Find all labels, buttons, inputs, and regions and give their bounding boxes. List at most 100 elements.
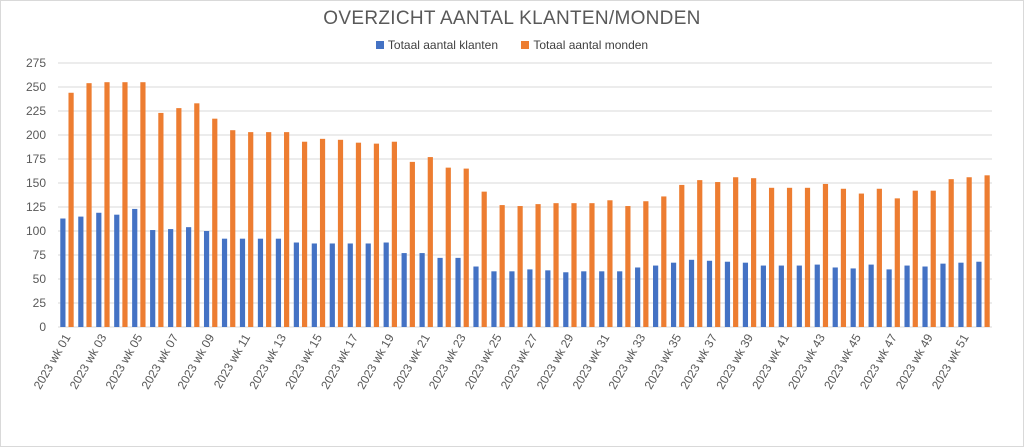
bar-klanten bbox=[868, 264, 874, 327]
bar-klanten bbox=[958, 262, 964, 327]
bar-klanten bbox=[886, 269, 892, 327]
bar-monden bbox=[768, 187, 775, 327]
bar-klanten bbox=[635, 267, 641, 327]
bar-klanten bbox=[311, 243, 317, 327]
bar-klanten bbox=[832, 267, 838, 327]
bar-monden bbox=[140, 82, 146, 327]
bar-monden bbox=[535, 204, 541, 327]
bar-klanten bbox=[491, 271, 497, 327]
bar-klanten bbox=[527, 269, 533, 327]
bar-klanten bbox=[419, 253, 425, 327]
bar-monden bbox=[966, 177, 972, 327]
bar-klanten bbox=[940, 263, 946, 327]
bar-klanten bbox=[904, 265, 910, 327]
bar-monden bbox=[679, 184, 685, 327]
bar-klanten bbox=[850, 268, 856, 327]
bar-klanten bbox=[401, 253, 407, 327]
bar-monden bbox=[266, 132, 272, 327]
bar-klanten bbox=[670, 262, 677, 327]
bar-klanten bbox=[653, 265, 659, 327]
bar-klanten bbox=[186, 227, 192, 327]
bar-klanten bbox=[455, 257, 461, 327]
bar-monden bbox=[804, 187, 811, 327]
bar-monden bbox=[319, 138, 326, 327]
bar-monden bbox=[894, 198, 900, 327]
bar-monden bbox=[697, 180, 703, 327]
bar-monden bbox=[463, 168, 469, 327]
bar-monden bbox=[715, 182, 721, 327]
bar-monden bbox=[751, 178, 757, 327]
y-tick-label: 0 bbox=[39, 320, 46, 334]
bar-monden bbox=[876, 188, 882, 327]
bar-monden bbox=[822, 183, 829, 327]
bar-monden bbox=[212, 118, 218, 328]
bar-klanten bbox=[329, 243, 335, 327]
bar-klanten bbox=[617, 271, 623, 327]
bar-monden bbox=[68, 92, 74, 327]
bar-klanten bbox=[383, 242, 389, 327]
bar-klanten bbox=[563, 272, 569, 327]
bar-klanten bbox=[365, 243, 371, 327]
bar-klanten bbox=[599, 271, 605, 327]
bar-monden bbox=[661, 196, 667, 327]
legend: Totaal aantal klanten Totaal aantal mond… bbox=[0, 38, 1024, 52]
y-tick-label: 250 bbox=[26, 80, 46, 94]
bar-klanten bbox=[78, 216, 84, 327]
y-tick-label: 200 bbox=[26, 128, 46, 142]
bar-monden bbox=[445, 167, 451, 327]
y-tick-label: 75 bbox=[33, 248, 47, 262]
bar-klanten bbox=[239, 238, 246, 327]
bar-klanten bbox=[724, 261, 731, 327]
bar-klanten bbox=[60, 218, 66, 327]
legend-swatch-klanten bbox=[375, 41, 384, 49]
y-tick-label: 150 bbox=[26, 176, 46, 190]
y-tick-label: 225 bbox=[26, 104, 46, 118]
chart-title: OVERZICHT AANTAL KLANTEN/MONDEN bbox=[323, 8, 701, 29]
bar-monden bbox=[284, 132, 290, 327]
bar-monden bbox=[158, 112, 164, 327]
bar-klanten bbox=[545, 270, 551, 327]
bar-monden bbox=[517, 206, 523, 327]
bar-klanten bbox=[114, 214, 120, 327]
bar-klanten bbox=[221, 238, 228, 327]
bar-klanten bbox=[796, 265, 802, 327]
bar-klanten bbox=[293, 242, 299, 327]
bar-monden bbox=[930, 190, 936, 327]
bar-monden bbox=[391, 141, 397, 327]
bar-monden bbox=[643, 201, 649, 327]
bar-klanten bbox=[168, 229, 174, 327]
bar-klanten bbox=[706, 260, 713, 327]
bar-klanten bbox=[742, 262, 749, 327]
x-tick-label: 2023 wk 51 bbox=[929, 331, 972, 391]
bar-klanten bbox=[509, 271, 515, 327]
bar-klanten bbox=[132, 208, 138, 327]
bar-klanten bbox=[760, 265, 766, 327]
bar-klanten bbox=[778, 265, 784, 327]
bar-monden bbox=[589, 203, 595, 327]
bar-klanten bbox=[976, 261, 982, 327]
bar-monden bbox=[409, 161, 415, 327]
bar-klanten bbox=[814, 264, 820, 327]
bar-monden bbox=[104, 82, 110, 327]
bar-klanten bbox=[275, 238, 282, 327]
bar-monden bbox=[733, 177, 739, 327]
legend-swatch-monden bbox=[521, 41, 530, 49]
bar-monden bbox=[984, 175, 990, 327]
bar-monden bbox=[625, 206, 631, 327]
bar-klanten bbox=[688, 259, 695, 327]
legend-label-klanten: Totaal aantal klanten bbox=[387, 38, 498, 52]
bar-klanten bbox=[473, 266, 479, 327]
bar-klanten bbox=[96, 212, 102, 327]
bar-klanten bbox=[203, 231, 210, 327]
bar-monden bbox=[427, 157, 433, 327]
bar-klanten bbox=[257, 238, 264, 327]
y-tick-label: 125 bbox=[26, 200, 46, 214]
bar-klanten bbox=[347, 243, 353, 327]
y-tick-label: 50 bbox=[33, 272, 47, 286]
bar-monden bbox=[355, 142, 362, 327]
y-tick-label: 25 bbox=[33, 296, 47, 310]
bar-monden bbox=[248, 132, 254, 327]
bar-monden bbox=[176, 108, 182, 328]
